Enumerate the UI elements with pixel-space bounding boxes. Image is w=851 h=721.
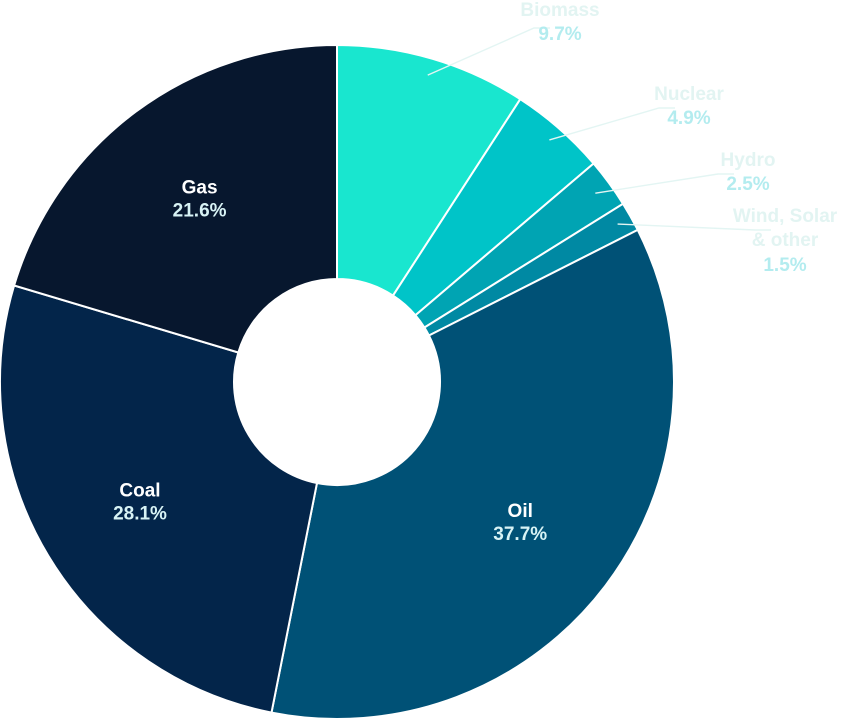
label-biomass: Biomass — [520, 0, 599, 21]
leader-biomass — [427, 27, 550, 76]
value-hydro: 2.5% — [726, 174, 769, 195]
slice-oil — [270, 228, 675, 720]
label-line2-wind-solar: & other — [752, 230, 819, 251]
leader-lines — [427, 27, 771, 231]
slice-biomass — [336, 43, 522, 297]
slice-coal — [0, 284, 319, 714]
label-wind-solar: Wind, Solar — [733, 206, 838, 227]
label-gas: Gas — [182, 178, 218, 199]
slice-labels: Biomass 9.7% Nuclear 4.9% Hydro 2.5% Wind, Sol… — [113, 0, 838, 545]
label-coal: Coal — [119, 481, 160, 502]
value-wind-solar: 1.5% — [763, 255, 806, 276]
label-oil: Oil — [508, 501, 533, 522]
label-hydro: Hydro — [721, 150, 776, 171]
leader-hydro — [595, 173, 734, 194]
value-oil: 37.7% — [493, 524, 547, 545]
leader-wind-solar — [617, 223, 771, 231]
donut-slices — [0, 43, 675, 720]
label-nuclear: Nuclear — [654, 84, 724, 105]
value-biomass: 9.7% — [538, 24, 581, 45]
value-nuclear: 4.9% — [667, 108, 710, 129]
leader-nuclear — [549, 107, 675, 141]
slice-gas — [12, 43, 338, 354]
value-gas: 21.6% — [173, 201, 227, 222]
value-coal: 28.1% — [113, 504, 167, 525]
